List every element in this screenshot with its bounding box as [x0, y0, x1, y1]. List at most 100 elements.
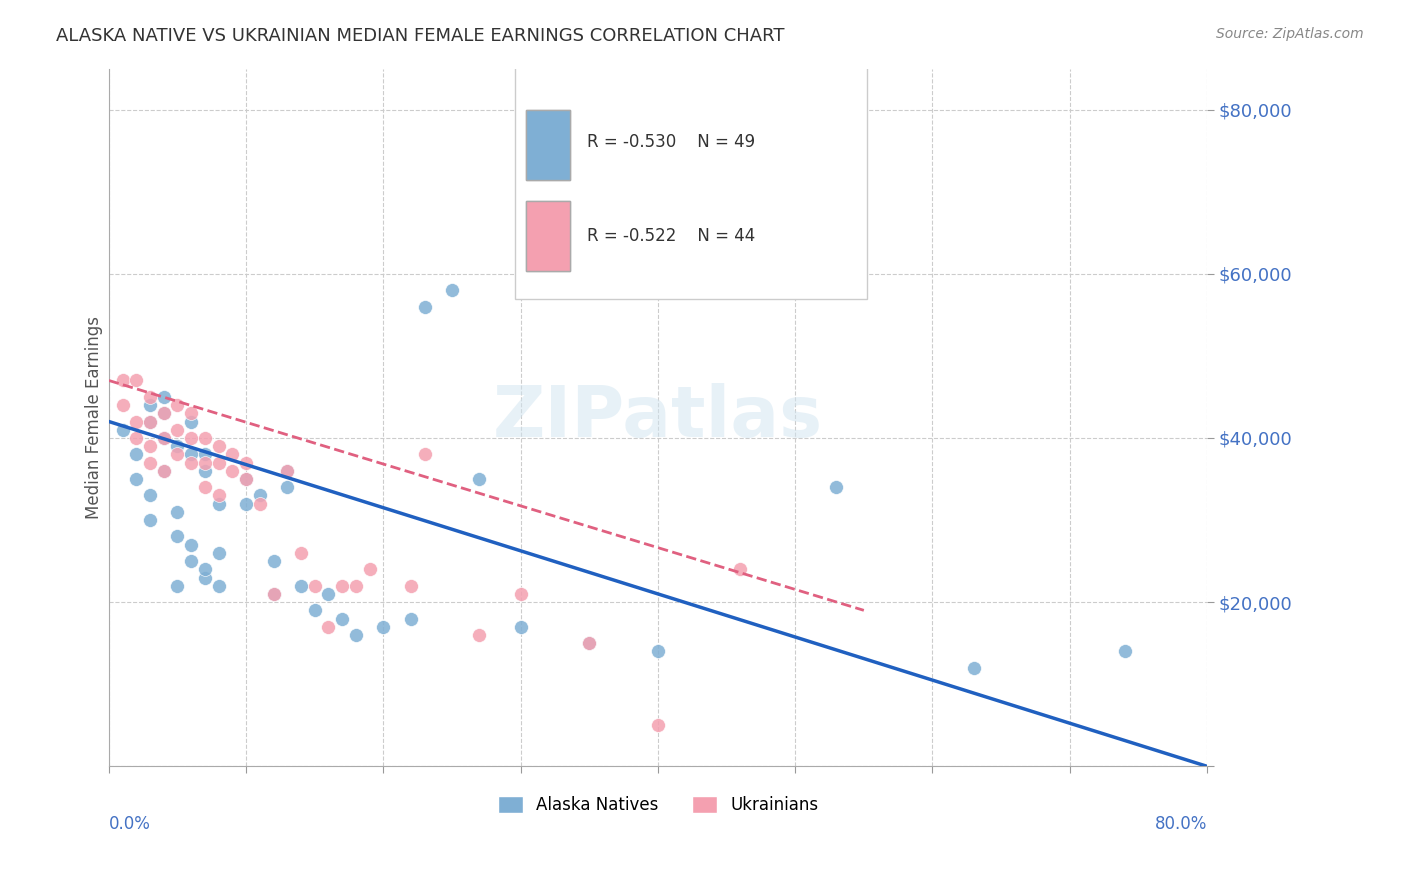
- Point: [330, 611, 353, 625]
- Legend: Alaska Natives, Ukrainians: Alaska Natives, Ukrainians: [491, 789, 825, 821]
- Point: [139, 456, 162, 470]
- Point: [235, 456, 257, 470]
- Point: [139, 415, 162, 429]
- Point: [578, 636, 600, 650]
- Point: [180, 415, 202, 429]
- Point: [180, 447, 202, 461]
- Point: [139, 439, 162, 453]
- Point: [399, 579, 422, 593]
- Point: [139, 398, 162, 412]
- Point: [1114, 644, 1136, 658]
- Text: ALASKA NATIVE VS UKRAINIAN MEDIAN FEMALE EARNINGS CORRELATION CHART: ALASKA NATIVE VS UKRAINIAN MEDIAN FEMALE…: [56, 27, 785, 45]
- Point: [263, 554, 285, 568]
- Point: [468, 472, 491, 486]
- FancyBboxPatch shape: [526, 111, 569, 180]
- Point: [166, 439, 188, 453]
- Point: [263, 587, 285, 601]
- Point: [111, 423, 134, 437]
- Point: [139, 390, 162, 404]
- Point: [166, 505, 188, 519]
- Point: [125, 447, 148, 461]
- Point: [509, 587, 531, 601]
- Point: [276, 480, 298, 494]
- Point: [373, 620, 395, 634]
- Point: [208, 546, 231, 560]
- Point: [730, 562, 752, 576]
- Point: [235, 497, 257, 511]
- Point: [166, 529, 188, 543]
- Point: [166, 423, 188, 437]
- Point: [194, 447, 217, 461]
- Point: [194, 431, 217, 445]
- Point: [208, 439, 231, 453]
- Point: [647, 644, 669, 658]
- Point: [111, 374, 134, 388]
- Point: [221, 464, 243, 478]
- Point: [208, 497, 231, 511]
- Point: [509, 620, 531, 634]
- Point: [194, 456, 217, 470]
- Point: [152, 406, 174, 420]
- Point: [125, 472, 148, 486]
- Text: ZIPatlas: ZIPatlas: [494, 383, 823, 452]
- Point: [125, 431, 148, 445]
- Point: [166, 579, 188, 593]
- Point: [344, 628, 367, 642]
- Point: [208, 456, 231, 470]
- Text: R = -0.522    N = 44: R = -0.522 N = 44: [586, 227, 755, 245]
- Point: [468, 628, 491, 642]
- Point: [180, 554, 202, 568]
- Point: [180, 456, 202, 470]
- Text: R = -0.530    N = 49: R = -0.530 N = 49: [586, 133, 755, 151]
- Point: [139, 488, 162, 502]
- Point: [344, 579, 367, 593]
- FancyBboxPatch shape: [526, 201, 569, 271]
- Point: [825, 480, 848, 494]
- Point: [647, 718, 669, 732]
- Point: [330, 579, 353, 593]
- Point: [359, 562, 381, 576]
- FancyBboxPatch shape: [515, 62, 866, 299]
- Point: [180, 431, 202, 445]
- Point: [249, 488, 271, 502]
- Point: [194, 464, 217, 478]
- Point: [152, 431, 174, 445]
- Point: [304, 603, 326, 617]
- Point: [413, 447, 436, 461]
- Point: [318, 587, 340, 601]
- Point: [290, 546, 312, 560]
- Point: [399, 611, 422, 625]
- Point: [221, 447, 243, 461]
- Point: [125, 374, 148, 388]
- Point: [139, 513, 162, 527]
- Y-axis label: Median Female Earnings: Median Female Earnings: [86, 316, 103, 519]
- Point: [166, 398, 188, 412]
- Point: [235, 472, 257, 486]
- Point: [263, 587, 285, 601]
- Point: [180, 406, 202, 420]
- Text: R = -0.522    N = 44: R = -0.522 N = 44: [586, 227, 755, 245]
- Point: [208, 488, 231, 502]
- Point: [235, 472, 257, 486]
- Point: [249, 497, 271, 511]
- Point: [152, 390, 174, 404]
- Point: [152, 431, 174, 445]
- Point: [578, 636, 600, 650]
- Text: Source: ZipAtlas.com: Source: ZipAtlas.com: [1216, 27, 1364, 41]
- Point: [276, 464, 298, 478]
- Point: [290, 579, 312, 593]
- Point: [413, 300, 436, 314]
- Point: [304, 579, 326, 593]
- Point: [152, 464, 174, 478]
- Text: 80.0%: 80.0%: [1154, 815, 1206, 833]
- Point: [166, 447, 188, 461]
- Point: [441, 283, 464, 297]
- Point: [194, 570, 217, 584]
- Point: [152, 406, 174, 420]
- Point: [111, 398, 134, 412]
- Point: [139, 415, 162, 429]
- Point: [276, 464, 298, 478]
- Point: [208, 579, 231, 593]
- Point: [194, 562, 217, 576]
- Point: [194, 480, 217, 494]
